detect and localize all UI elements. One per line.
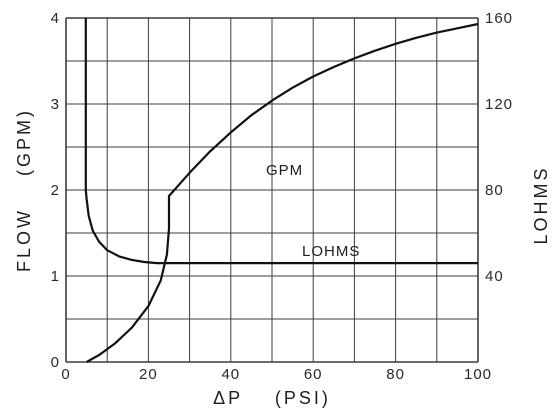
y-tick-label: 4	[51, 10, 60, 27]
x-tick-label: 80	[386, 366, 405, 383]
series-line-lohms	[84, 18, 478, 265]
x-tick-label: 20	[139, 366, 158, 383]
x-tick-label: 0	[61, 366, 70, 383]
y2-axis-label: LOHMS	[531, 165, 551, 244]
y-axis-label: FLOW (GPM)	[14, 108, 34, 272]
y-tick-label: 2	[51, 182, 60, 199]
y2-tick-label: 40	[485, 268, 504, 285]
series-layer	[84, 18, 479, 363]
y2-tick-label: 120	[485, 96, 513, 113]
y-tick-label: 1	[51, 268, 60, 285]
x-tick-label: 40	[221, 366, 240, 383]
y-tick-label: 3	[51, 96, 60, 113]
x-tick-label: 100	[464, 366, 492, 383]
x-axis-label: ΔP (PSI)	[213, 388, 331, 408]
series-label-lohms: LOHMS	[302, 243, 360, 260]
series-line-gpm	[86, 22, 479, 363]
y2-tick-label: 80	[485, 182, 504, 199]
y2-tick-label: 160	[485, 10, 513, 27]
series-label-gpm: GPM	[266, 162, 303, 179]
x-tick-label: 60	[304, 366, 323, 383]
grid	[65, 17, 479, 363]
y-tick-label: 0	[51, 354, 60, 371]
tick-labels: 0 20 40 60 80 100 0 1 2 3 4 40 80 120 160	[51, 10, 513, 383]
